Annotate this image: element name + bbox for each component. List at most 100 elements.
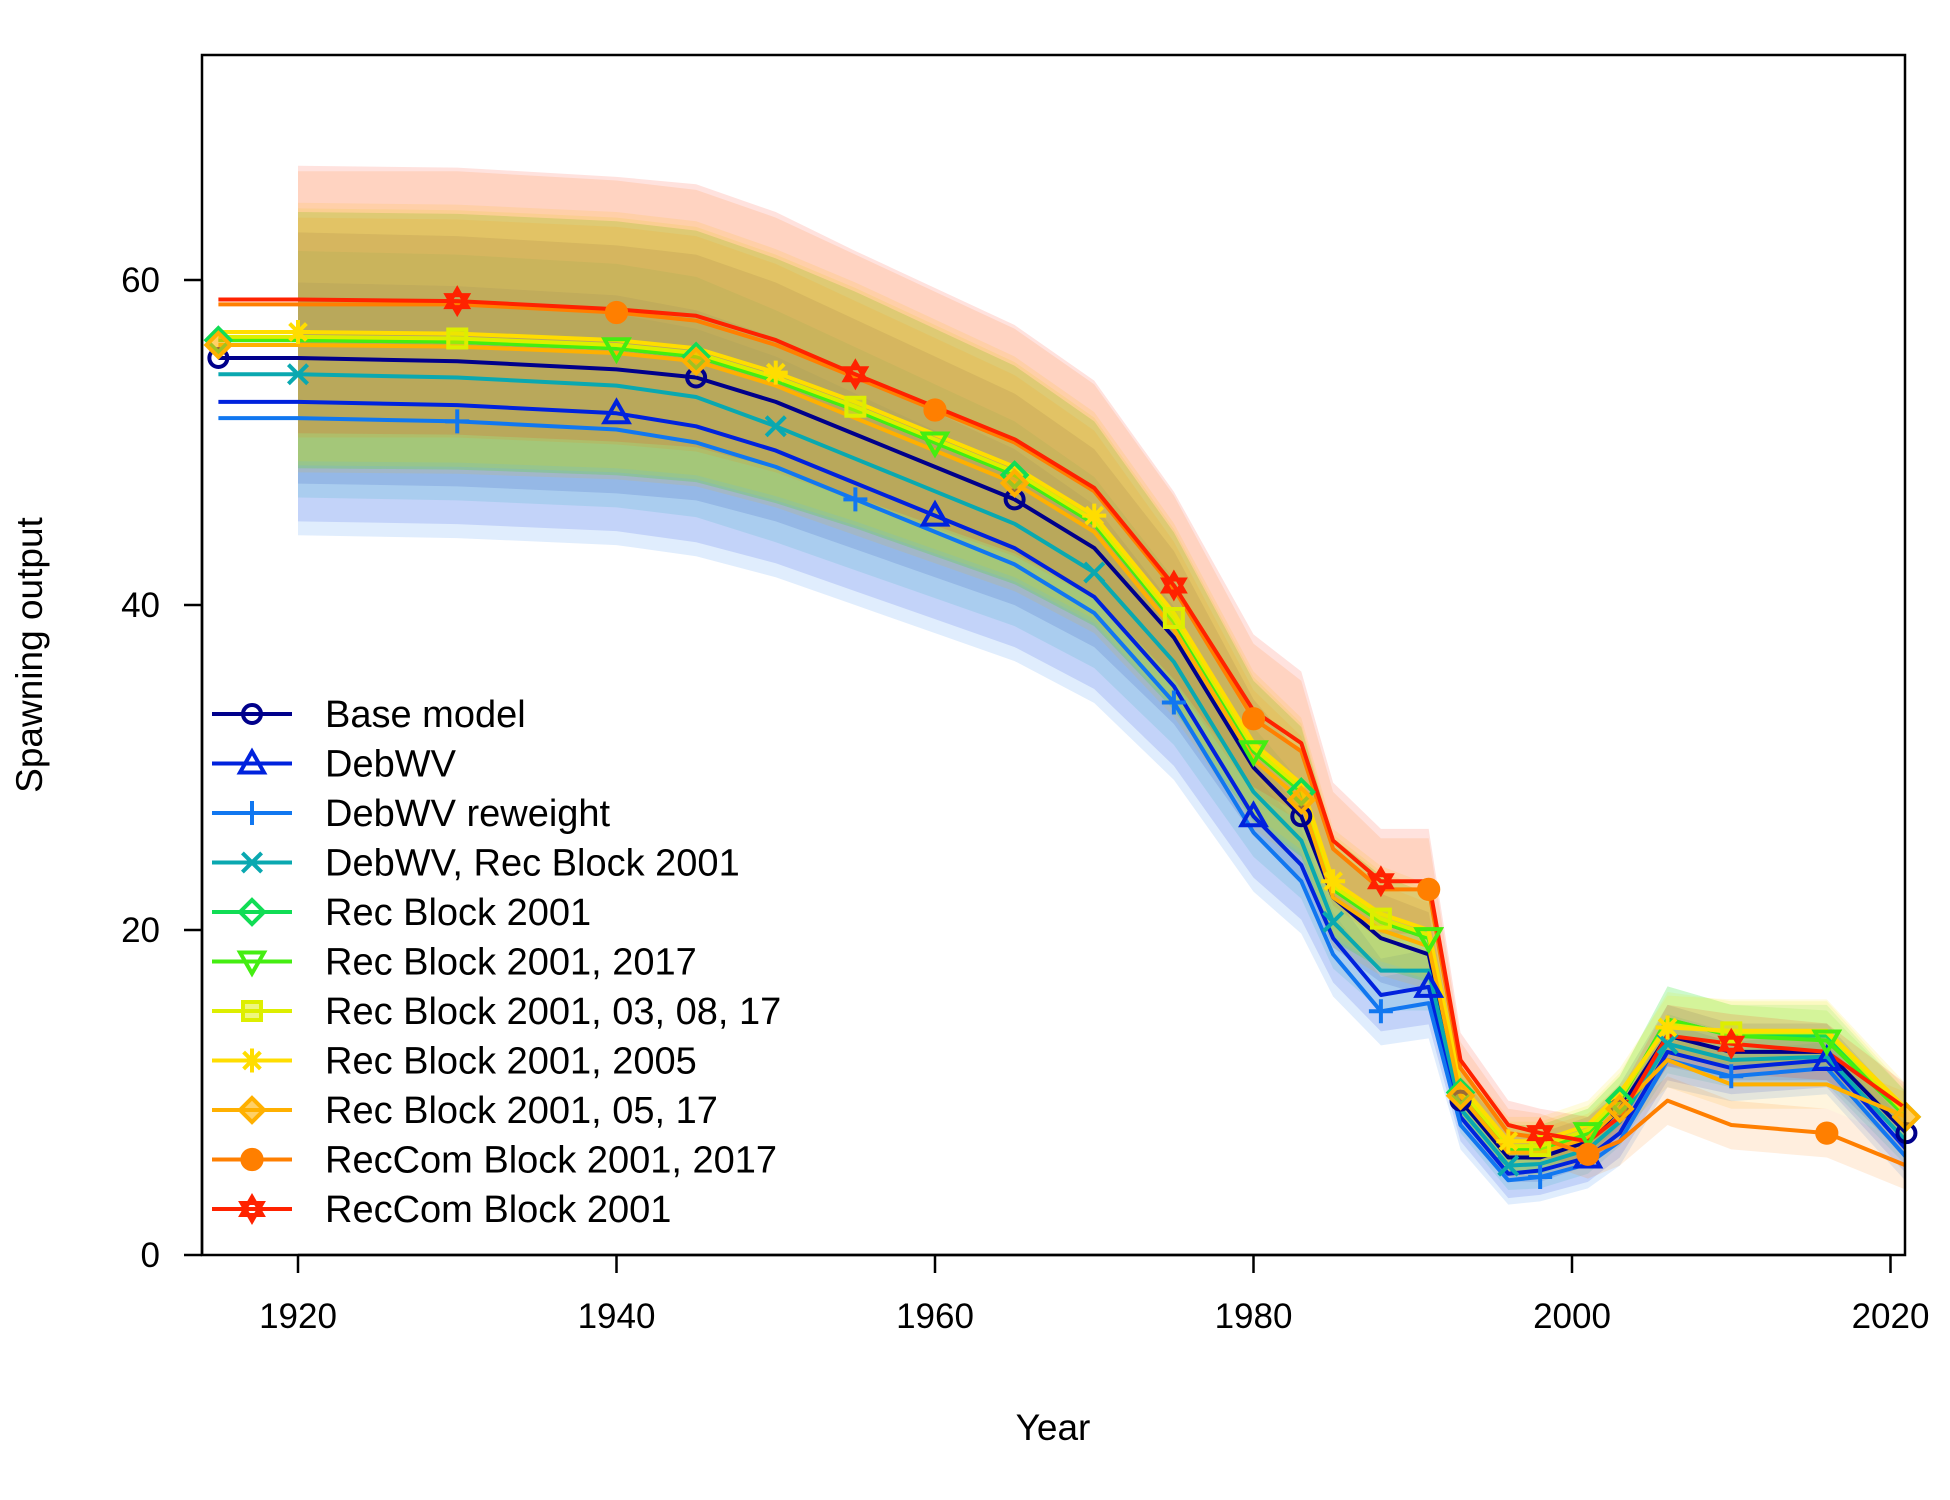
band-0 xyxy=(298,232,1905,1182)
series-marker-10 xyxy=(841,366,870,391)
series-marker-2 xyxy=(843,487,868,512)
series-marker-9 xyxy=(604,300,629,325)
legend-marker-3 xyxy=(240,851,264,874)
series-marker-3 xyxy=(1083,561,1106,584)
series-marker-5 xyxy=(919,431,951,459)
legend-label-1: DebWV xyxy=(325,744,457,786)
series-marker-3 xyxy=(1656,1032,1679,1055)
y-axis: 0 20 40 60 xyxy=(121,261,204,1275)
series-marker-1 xyxy=(1811,1043,1843,1071)
series-marker-9 xyxy=(923,398,947,422)
series-marker-5 xyxy=(1572,1122,1604,1150)
series-marker-3 xyxy=(1497,1154,1520,1177)
legend: Base model DebWV DebWV reweight DebWV, Rec … xyxy=(212,694,781,1231)
series-marker-5 xyxy=(1811,1029,1843,1057)
series-marker-10 xyxy=(1717,1035,1746,1060)
series-marker-6 xyxy=(844,395,867,418)
legend-label-8: Rec Block 2001, 05, 17 xyxy=(325,1090,718,1132)
series-marker-2 xyxy=(445,409,470,434)
series-marker-8 xyxy=(1604,1093,1635,1124)
band-8 xyxy=(298,217,1905,1177)
series-marker-3 xyxy=(286,363,310,386)
series-marker-6 xyxy=(1162,607,1185,629)
series-marker-1 xyxy=(919,499,951,527)
legend-label-9: RecCom Block 2001, 2017 xyxy=(325,1140,777,1182)
series-marker-5 xyxy=(1238,740,1269,768)
y-tick-label: 40 xyxy=(121,586,160,625)
x-tick-label: 1960 xyxy=(896,1297,974,1336)
series-marker-6 xyxy=(446,327,469,350)
legend-marker-7 xyxy=(240,1048,264,1073)
x-tick-label: 1940 xyxy=(578,1297,656,1336)
series-marker-7 xyxy=(763,360,788,385)
band-5 xyxy=(298,212,1905,1174)
band-10 xyxy=(298,165,1905,1166)
series-marker-7 xyxy=(1321,869,1346,894)
legend-label-5: Rec Block 2001, 2017 xyxy=(325,942,697,984)
series-marker-8 xyxy=(999,468,1030,498)
band-2 xyxy=(298,300,1905,1205)
legend-label-10: RecCom Block 2001 xyxy=(325,1189,671,1231)
x-tick-label: 2000 xyxy=(1533,1297,1611,1336)
x-tick-label: 1980 xyxy=(1215,1297,1293,1336)
series-marker-7 xyxy=(286,320,310,344)
series-marker-6 xyxy=(1369,907,1392,930)
band-4 xyxy=(298,212,1905,1174)
legend-marker-4 xyxy=(237,897,267,927)
legend-marker-2 xyxy=(240,801,264,825)
series-marker-5 xyxy=(601,337,632,365)
series-line-1 xyxy=(218,399,1905,1176)
series-marker-10 xyxy=(1366,873,1395,898)
series-marker-10 xyxy=(1159,577,1188,602)
series-marker-2 xyxy=(1161,690,1186,715)
series-marker-10 xyxy=(443,293,472,318)
y-tick-label: 60 xyxy=(121,261,160,300)
band-1 xyxy=(298,282,1905,1199)
series-marker-7 xyxy=(1496,1129,1521,1154)
legend-marker-10 xyxy=(238,1201,266,1225)
series-marker-1 xyxy=(601,397,632,425)
series-marker-3 xyxy=(1322,910,1345,933)
series-marker-10 xyxy=(443,285,472,310)
series-marker-10 xyxy=(1526,1117,1555,1142)
legend-marker-5 xyxy=(236,950,268,978)
y-tick-label: 20 xyxy=(121,911,160,950)
series-marker-10 xyxy=(841,358,870,383)
y-axis-title: Spawning output xyxy=(9,516,50,792)
series-marker-8 xyxy=(1286,785,1317,815)
series-marker-8 xyxy=(681,346,711,377)
series-marker-8 xyxy=(203,330,234,360)
x-axis-title: Year xyxy=(1016,1407,1091,1448)
x-tick-label: 1920 xyxy=(259,1297,337,1336)
legend-marker-6 xyxy=(241,1000,263,1022)
series-marker-2 xyxy=(1528,1165,1553,1189)
series-marker-10 xyxy=(1366,865,1395,890)
legend-label-0: Base model xyxy=(325,694,526,736)
series-marker-7 xyxy=(1655,1015,1680,1040)
series-markers xyxy=(203,285,1922,1189)
legend-label-2: DebWV reweight xyxy=(325,793,611,835)
series-marker-9 xyxy=(1815,1121,1839,1145)
legend-marker-1 xyxy=(236,747,268,775)
band-6 xyxy=(298,208,1905,1171)
series-marker-9 xyxy=(1417,877,1441,901)
series-marker-2 xyxy=(1368,999,1393,1024)
series-marker-8 xyxy=(1445,1080,1476,1111)
series-marker-10 xyxy=(1717,1027,1746,1052)
series-marker-9 xyxy=(1241,707,1266,731)
series-marker-2 xyxy=(1719,1064,1744,1089)
x-axis: 1920 1940 1960 1980 2000 2020 xyxy=(259,1253,1929,1336)
series-marker-10 xyxy=(1526,1125,1555,1150)
series-marker-7 xyxy=(1082,503,1107,528)
series-marker-1 xyxy=(1238,800,1269,828)
series-line-9 xyxy=(218,302,1905,1168)
band-3 xyxy=(298,250,1905,1190)
series-marker-10 xyxy=(1159,569,1188,594)
series-marker-8 xyxy=(1891,1102,1922,1132)
series-marker-9 xyxy=(1576,1142,1600,1166)
legend-label-6: Rec Block 2001, 03, 08, 17 xyxy=(325,991,781,1033)
legend-label-3: DebWV, Rec Block 2001 xyxy=(325,843,740,885)
series-marker-3 xyxy=(764,415,787,438)
legend-marker-0 xyxy=(241,703,263,725)
